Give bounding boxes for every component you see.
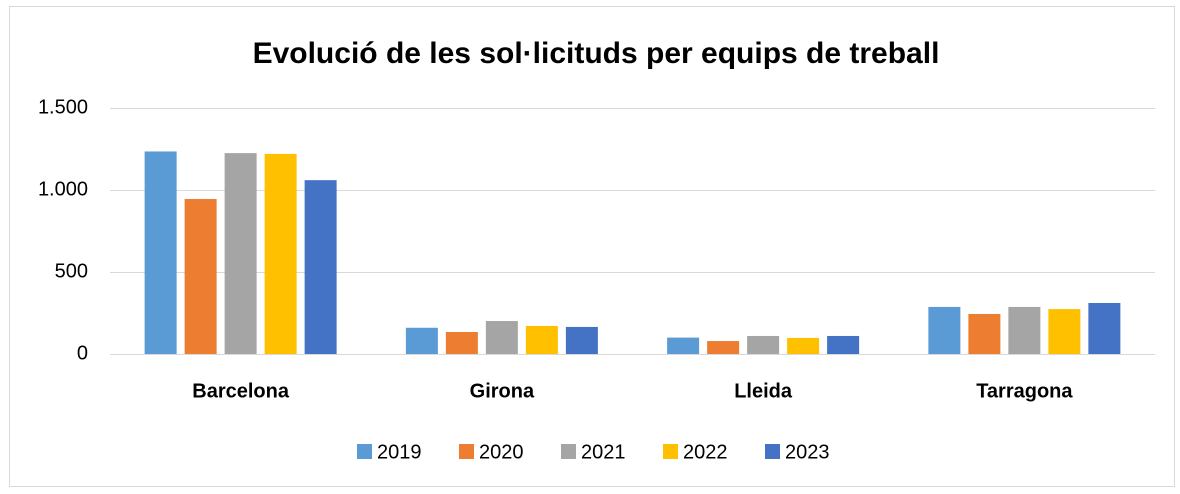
legend-swatch xyxy=(561,444,576,459)
x-tick-label: Tarragona xyxy=(976,380,1073,402)
chart-title: Evolució de les sol·licituds per equips … xyxy=(253,37,940,70)
bar xyxy=(485,321,518,354)
legend-swatch xyxy=(357,444,372,459)
x-tick-label: Lleida xyxy=(734,380,793,402)
bar xyxy=(827,335,860,354)
bar xyxy=(968,313,1001,354)
legend-swatch xyxy=(663,444,678,459)
bar xyxy=(1088,302,1121,354)
bar xyxy=(304,180,337,354)
legend-label: 2019 xyxy=(377,441,422,463)
bar xyxy=(144,151,177,354)
y-tick-label: 1.000 xyxy=(38,178,88,200)
legend-label: 2022 xyxy=(683,441,728,463)
bar xyxy=(667,337,700,354)
bar xyxy=(525,325,558,354)
x-tick-label: Girona xyxy=(470,380,535,402)
legend-swatch xyxy=(765,444,780,459)
y-tick-label: 500 xyxy=(55,260,88,282)
bar xyxy=(928,306,961,354)
legend-label: 2021 xyxy=(581,441,626,463)
bar xyxy=(1048,309,1081,354)
legend-label: 2020 xyxy=(479,441,524,463)
bar xyxy=(565,326,598,354)
bar xyxy=(707,341,740,354)
legend-label: 2023 xyxy=(785,441,830,463)
bar xyxy=(264,153,297,354)
chart-frame xyxy=(9,6,1175,487)
bar xyxy=(224,153,257,354)
y-tick-label: 0 xyxy=(77,342,88,364)
bar xyxy=(405,327,438,354)
bar xyxy=(445,332,478,354)
x-tick-label: Barcelona xyxy=(192,380,290,402)
bar xyxy=(747,335,780,354)
bar xyxy=(1008,306,1041,354)
bar xyxy=(787,337,820,354)
legend-swatch xyxy=(459,444,474,459)
bar xyxy=(184,199,217,354)
y-tick-label: 1.500 xyxy=(38,96,88,118)
